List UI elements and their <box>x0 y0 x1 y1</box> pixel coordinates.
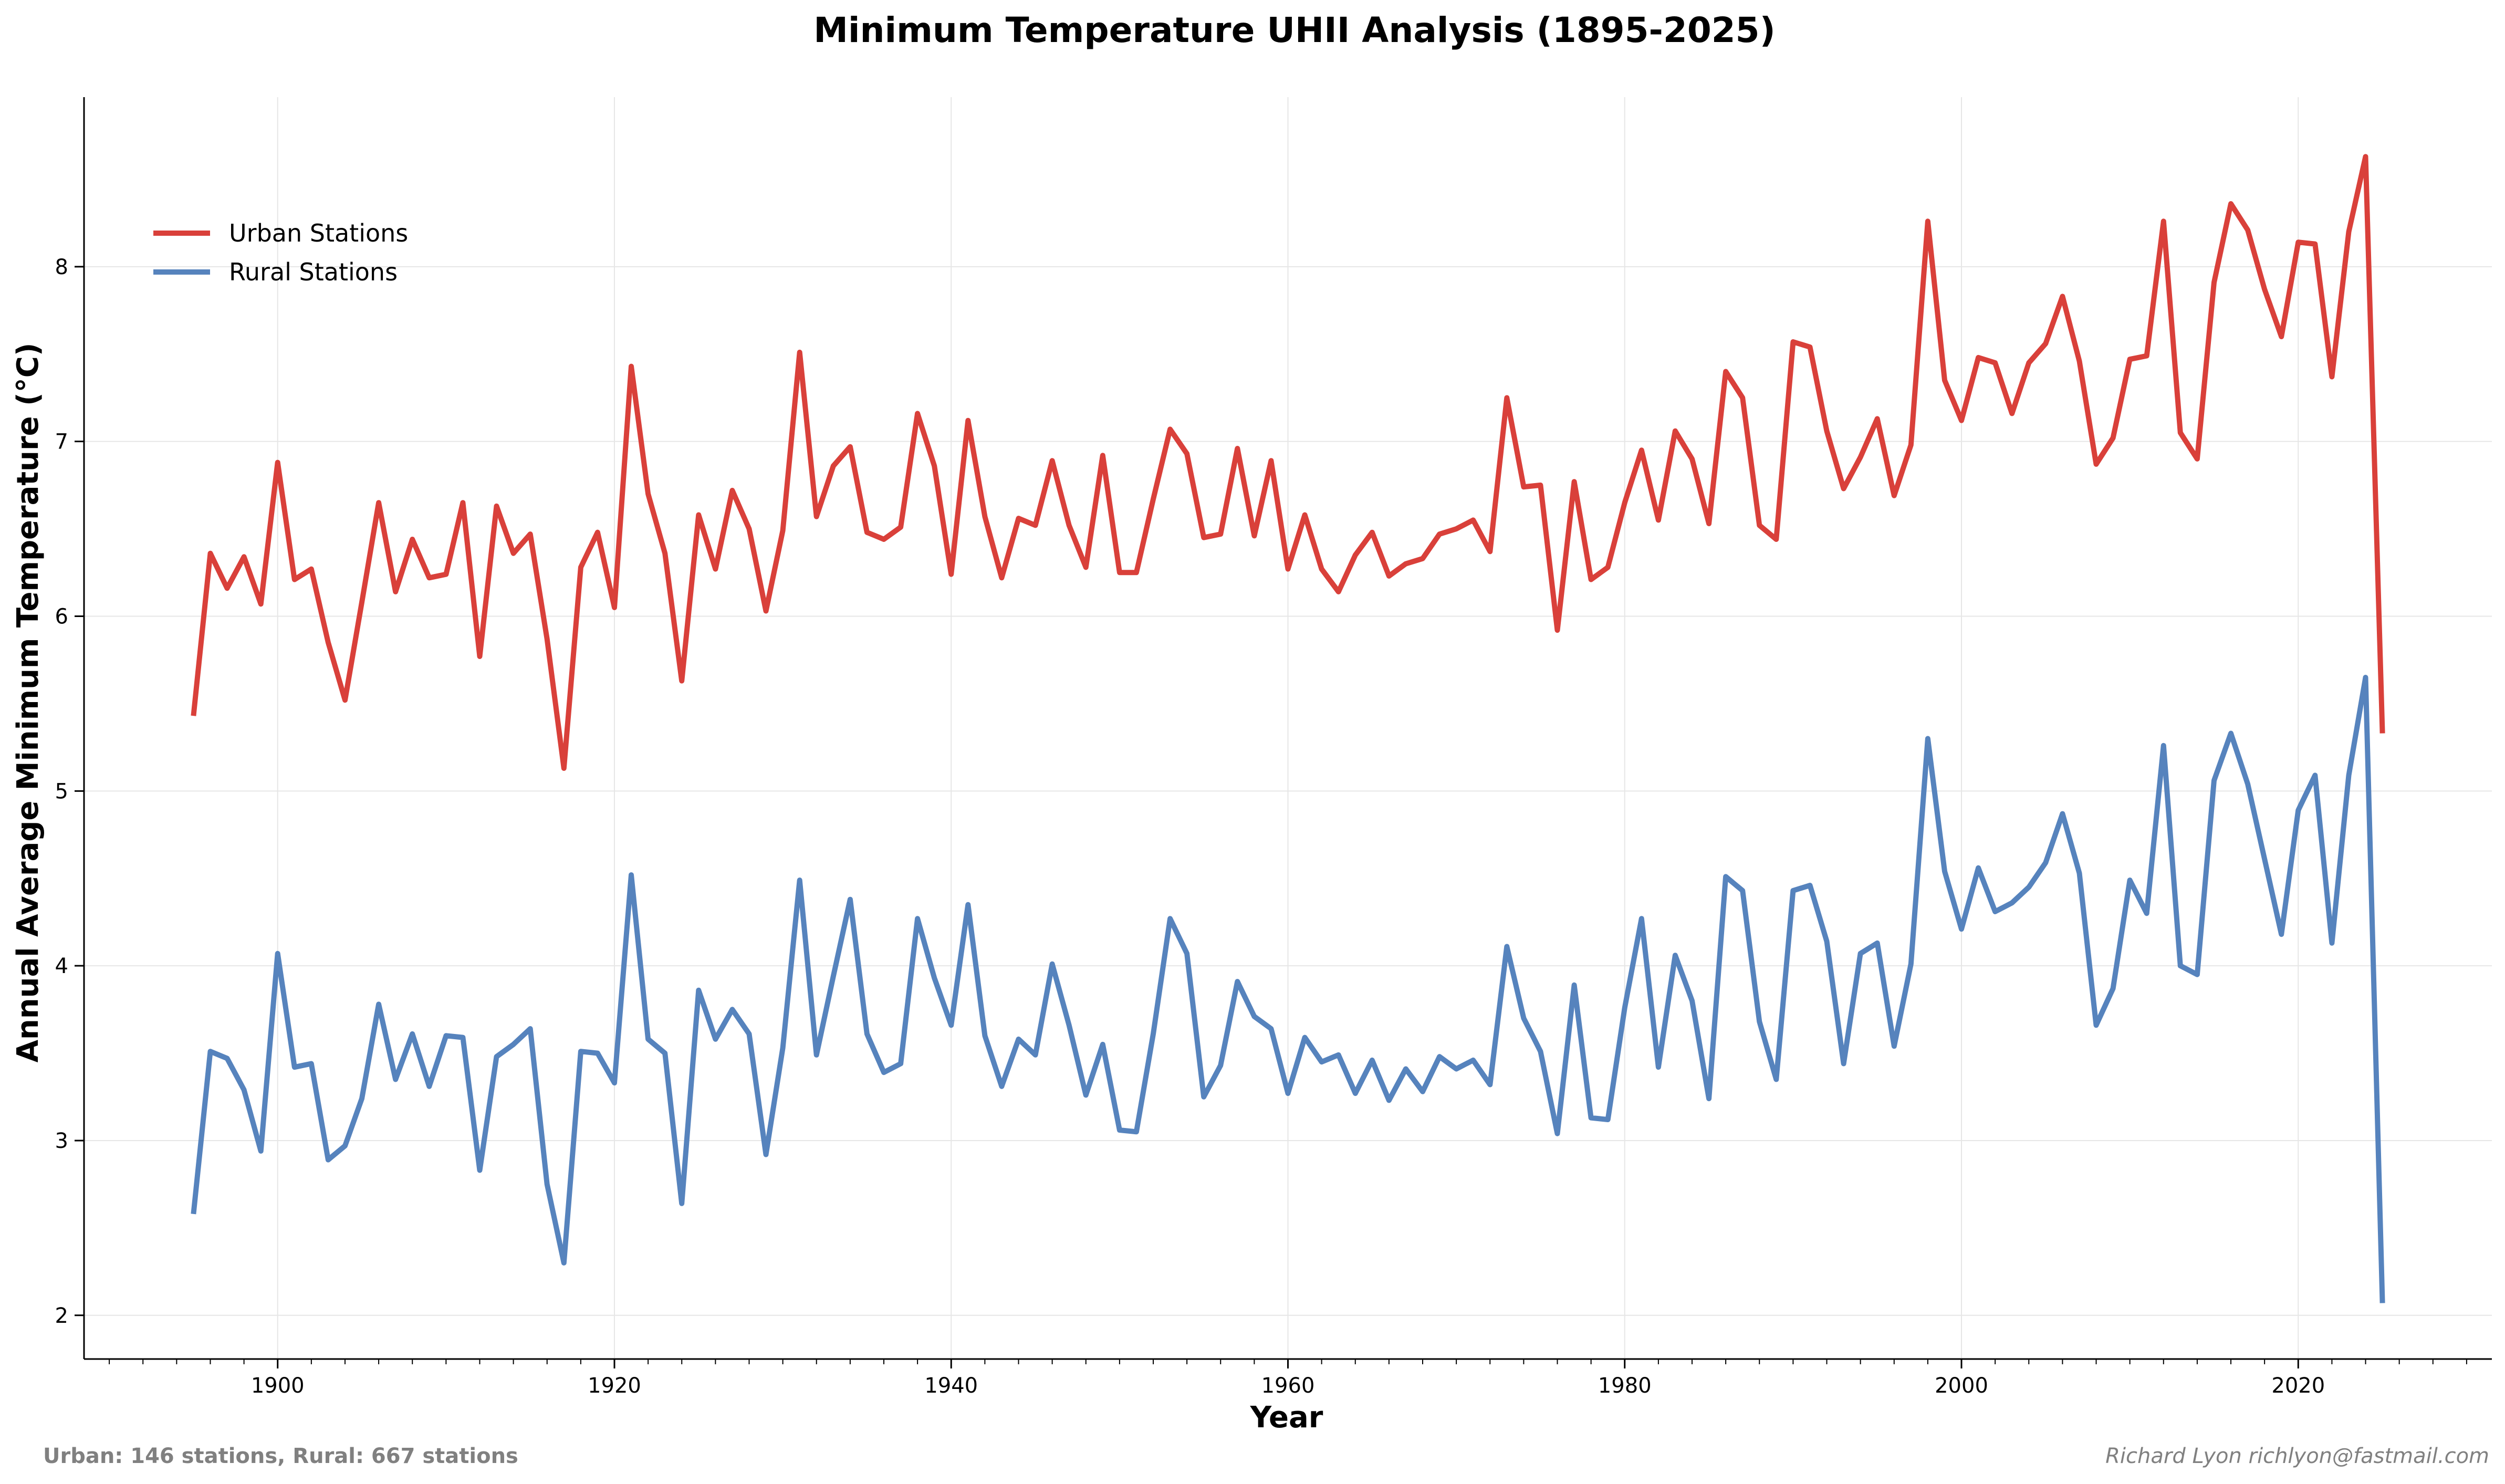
x-tick-label: 1960 <box>1261 1374 1315 1398</box>
series-line-rural <box>191 675 2385 1303</box>
x-tick-label: 1900 <box>251 1374 305 1398</box>
y-tick-label: 2 <box>55 1304 68 1328</box>
chart-title: Minimum Temperature UHII Analysis (1895-… <box>813 10 1776 50</box>
author-credit: Richard Lyon richlyon@fastmail.com <box>2105 1444 2489 1468</box>
x-tick-label: 1940 <box>924 1374 978 1398</box>
y-tick-label: 4 <box>55 954 68 978</box>
x-tick-label: 1920 <box>588 1374 641 1398</box>
y-tick-label: 6 <box>55 604 68 629</box>
tick-labels: 1900 1920 1940 1960 1980 2000 2020 2 3 4 5 6 7 8 <box>55 255 2325 1398</box>
y-tick-label: 7 <box>55 430 68 454</box>
grid-lines <box>84 97 2492 1359</box>
x-tick-label: 1980 <box>1598 1374 1652 1398</box>
x-tick-label: 2000 <box>1935 1374 1988 1398</box>
x-tick-label: 2020 <box>2271 1374 2325 1398</box>
legend-label-urban: Urban Stations <box>229 219 408 247</box>
legend-label-rural: Rural Stations <box>229 258 398 286</box>
y-tick-label: 8 <box>55 255 68 279</box>
station-count-note: Urban: 146 stations, Rural: 667 stations <box>43 1444 518 1468</box>
y-tick-label: 3 <box>55 1129 68 1153</box>
legend: Urban Stations Rural Stations <box>153 219 408 286</box>
y-tick-label: 5 <box>55 779 68 803</box>
series-lines <box>191 154 2385 1303</box>
x-axis-label: Year <box>1250 1401 1323 1435</box>
y-axis-label: Annual Average Minimum Temperature (°C) <box>11 343 45 1063</box>
axes <box>75 97 2492 1368</box>
series-line-urban <box>191 154 2385 771</box>
